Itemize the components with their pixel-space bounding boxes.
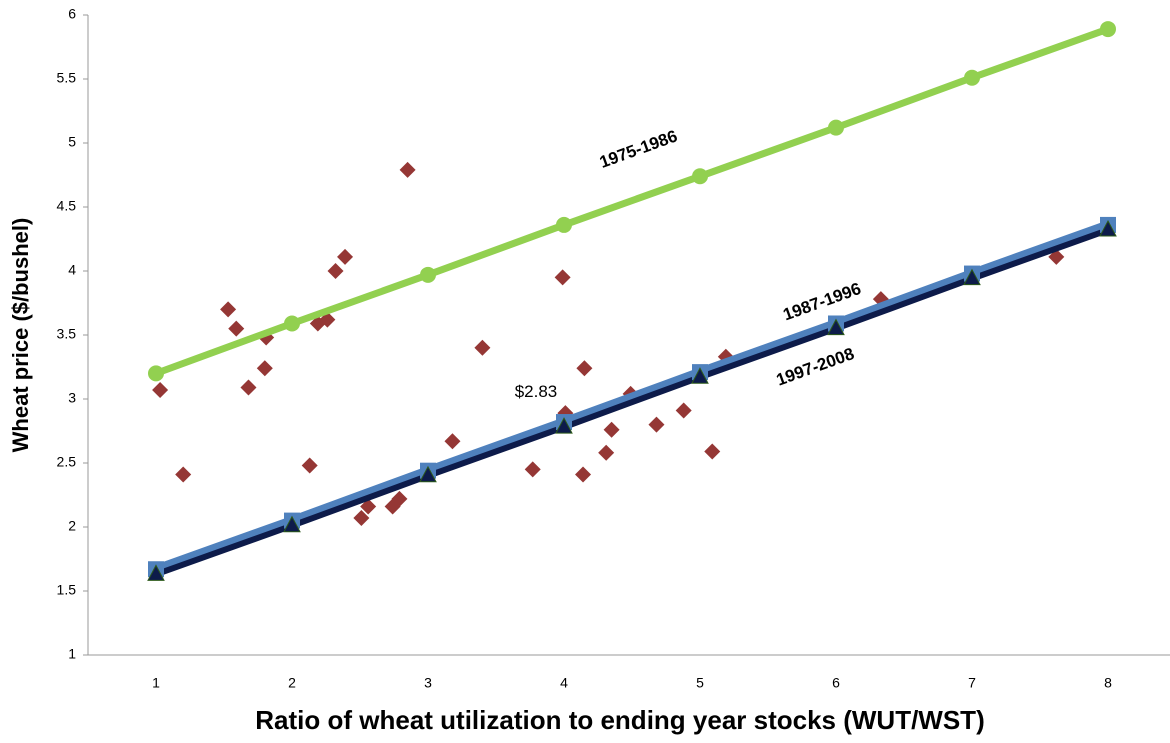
- scatter-point: [220, 301, 237, 318]
- x-tick-label: 6: [832, 675, 840, 691]
- marker: [963, 268, 981, 286]
- marker: [828, 119, 844, 136]
- scatter-point: [648, 416, 665, 433]
- y-tick-label: 2.5: [57, 454, 77, 470]
- marker: [827, 318, 845, 336]
- marker: [420, 266, 436, 283]
- scatter-point: [337, 248, 354, 265]
- scatter-point: [576, 360, 593, 377]
- x-axis-title: Ratio of wheat utilization to ending yea…: [255, 705, 984, 735]
- scatter-point: [152, 382, 169, 399]
- scatter-point: [598, 444, 615, 461]
- y-tick-label: 3.5: [57, 326, 77, 342]
- y-tick-label: 4.5: [57, 198, 77, 214]
- scatter-point: [391, 490, 408, 507]
- scatter-point: [228, 320, 245, 337]
- y-tick-label: 3: [68, 390, 76, 406]
- marker: [555, 417, 573, 434]
- y-tick-label: 1.5: [57, 582, 77, 598]
- scatter-point: [603, 421, 620, 438]
- x-tick-label: 7: [968, 675, 976, 691]
- scatter-point: [554, 269, 571, 286]
- scatter-point: [704, 443, 721, 460]
- marker: [284, 315, 300, 332]
- x-tick-label: 8: [1104, 675, 1112, 691]
- marker: [147, 564, 165, 581]
- y-tick-label: 5: [68, 134, 76, 150]
- scatter-point: [524, 461, 541, 478]
- x-tick-label: 4: [560, 675, 568, 691]
- scatter-point: [360, 498, 377, 515]
- x-tick-label: 2: [288, 675, 296, 691]
- marker: [283, 515, 301, 533]
- scatter-point: [327, 263, 344, 279]
- scatter-point: [399, 161, 416, 178]
- scatter-point: [353, 510, 370, 527]
- y-tick-label: 4: [68, 262, 76, 278]
- series-label: 1997-2008: [774, 344, 857, 390]
- scatter-point: [175, 466, 192, 483]
- marker: [691, 367, 709, 384]
- series-line: [154, 227, 1110, 578]
- marker: [692, 168, 708, 185]
- y-tick-label: 1: [68, 646, 76, 662]
- scatter-point: [575, 466, 592, 483]
- series-label: 1975-1986: [597, 126, 680, 172]
- marker: [148, 365, 164, 382]
- marker: [419, 465, 437, 483]
- x-tick-label: 5: [696, 675, 704, 691]
- scatter-point: [301, 457, 318, 474]
- scatter-point: [474, 339, 491, 356]
- scatter-point: [1048, 248, 1065, 265]
- scatter-point: [444, 433, 461, 450]
- series-line: [154, 220, 1110, 574]
- annotation: $2.83: [515, 382, 558, 401]
- series-line: [154, 25, 1110, 377]
- x-tick-label: 1: [152, 675, 160, 691]
- marker: [1100, 21, 1116, 38]
- marker: [556, 216, 572, 233]
- marker: [1099, 219, 1117, 237]
- y-tick-label: 6: [68, 6, 76, 22]
- marker: [964, 69, 980, 86]
- scatter-point: [256, 360, 273, 377]
- y-tick-label: 2: [68, 518, 76, 534]
- x-tick-label: 3: [424, 675, 432, 691]
- y-tick-label: 5.5: [57, 70, 77, 86]
- y-axis-title: Wheat price ($/bushel): [8, 218, 33, 453]
- scatter-point: [240, 379, 257, 396]
- scatter-point: [675, 402, 692, 419]
